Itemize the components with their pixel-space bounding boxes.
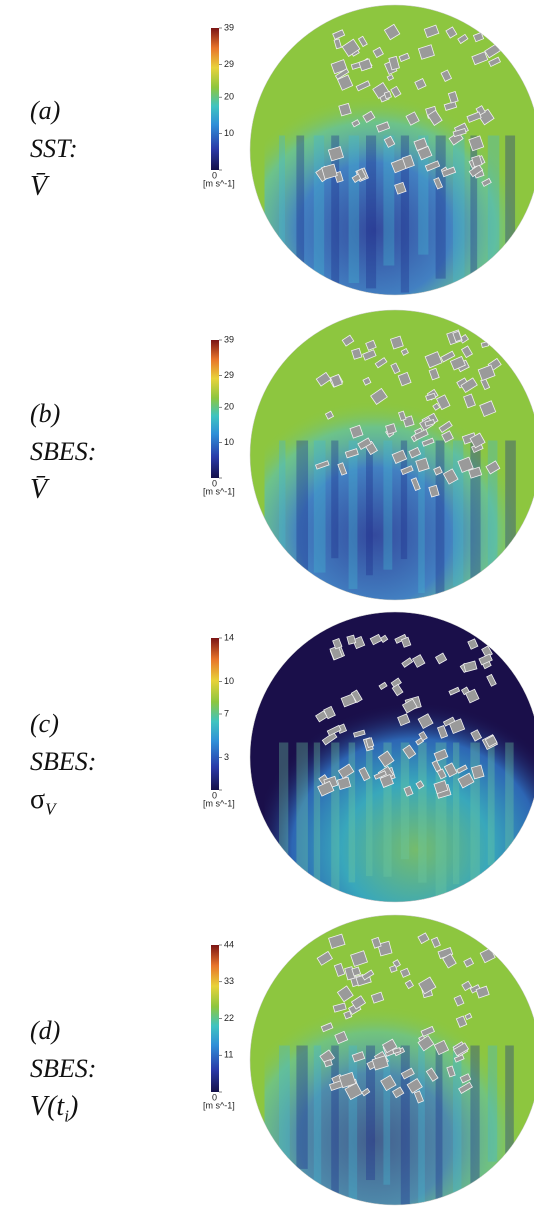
quantity: V̄ — [30, 471, 96, 509]
colorbar-tick-label: 22 — [224, 1013, 234, 1023]
wake-streak — [383, 136, 394, 266]
quantity: σV — [30, 781, 96, 829]
panel-label: (b)SBES:V̄ — [30, 395, 96, 509]
panel-id: (a) — [30, 92, 78, 130]
colorbar-tick-label: 3 — [224, 752, 229, 762]
building — [339, 103, 351, 116]
quantity: V(ti) — [30, 1088, 96, 1136]
flow-field — [250, 310, 534, 622]
wake-streak — [331, 1046, 339, 1196]
wake-streak — [296, 136, 304, 264]
colorbar-tick-label: 39 — [224, 334, 234, 344]
wake-streak — [436, 441, 445, 604]
colorbar-tick-label: 10 — [224, 437, 234, 447]
colorbar-tick-label: 39 — [224, 22, 234, 32]
colorbar-tick-label: 10 — [224, 676, 234, 686]
building — [347, 635, 356, 644]
colorbar-unit: [m s^-1] — [203, 486, 235, 496]
colorbar-tick-label: 29 — [224, 370, 234, 380]
wake-streak — [505, 1046, 514, 1212]
flow-field — [250, 612, 534, 924]
wake-streak — [470, 441, 480, 580]
figure: 010202939[m s^-1]010202939[m s^-1]037101… — [0, 0, 534, 1212]
colorbar — [211, 28, 219, 170]
quantity: V̄ — [30, 168, 78, 206]
colorbar-unit: [m s^-1] — [203, 1100, 235, 1110]
colorbar-unit: [m s^-1] — [203, 178, 235, 188]
colorbar — [211, 340, 219, 478]
method-name: SBES: — [30, 433, 96, 471]
wake-streak — [488, 1046, 497, 1162]
colorbar-tick-label: 29 — [224, 59, 234, 69]
colorbar-tick-label: 44 — [224, 939, 234, 949]
panel-id: (c) — [30, 705, 96, 743]
building — [488, 336, 496, 344]
colorbar-tick-label: 20 — [224, 92, 234, 102]
method-name: SST: — [30, 130, 78, 168]
wake-streak — [314, 441, 326, 573]
panel-label: (a)SST:V̄ — [30, 92, 78, 206]
colorbar-tick-label: 10 — [224, 128, 234, 138]
wake-streak — [453, 1046, 461, 1196]
wake-streak — [488, 136, 500, 292]
flow-field — [250, 915, 534, 1212]
quantity-part: ) — [69, 1091, 78, 1122]
wake-streak — [331, 743, 339, 900]
panel-label: (c)SBES:σV — [30, 705, 96, 829]
wake-streak — [279, 441, 285, 572]
wake-streak — [279, 136, 285, 305]
wake-streak — [453, 743, 459, 885]
flow-field — [250, 5, 534, 317]
wake-streak — [366, 743, 372, 877]
wake-streak — [314, 136, 324, 283]
colorbar — [211, 945, 219, 1092]
wake-streak — [314, 1046, 321, 1208]
wake-streak — [331, 441, 338, 559]
wake-streak — [505, 136, 515, 285]
wake-streak — [279, 1046, 290, 1193]
panel-id: (d) — [30, 1012, 96, 1050]
wake-streak — [383, 441, 392, 570]
wake-streak — [296, 1046, 307, 1169]
wake-streak — [453, 136, 465, 299]
colorbar-tick-label: 7 — [224, 708, 229, 718]
quantity-part: V — [45, 800, 55, 819]
wake-streak — [488, 743, 495, 866]
wake-streak — [436, 1046, 443, 1212]
colorbar-tick-label: 33 — [224, 976, 234, 986]
colorbar-unit: [m s^-1] — [203, 798, 235, 808]
wake-streak — [418, 743, 426, 883]
wake-streak — [470, 1046, 479, 1189]
wake-streak — [436, 136, 446, 279]
wake-streak — [366, 136, 376, 289]
quantity-part: V̄ — [30, 474, 47, 505]
wake-streak — [505, 743, 513, 862]
wake-streak — [505, 441, 516, 613]
wake-streak — [366, 441, 373, 576]
method-name: SBES: — [30, 743, 96, 781]
wake-streak — [314, 743, 320, 903]
wake-streak — [401, 743, 409, 860]
panel-id: (b) — [30, 395, 96, 433]
wake-streak — [349, 1046, 358, 1201]
panel-label: (d)SBES:V(ti) — [30, 1012, 96, 1136]
quantity-part: V̄ — [30, 171, 47, 202]
wake-streak — [296, 743, 307, 912]
quantity-part: V(t — [30, 1091, 64, 1122]
method-name: SBES: — [30, 1050, 96, 1088]
quantity-part: σ — [30, 784, 45, 815]
colorbar — [211, 638, 219, 790]
colorbar-tick-label: 20 — [224, 402, 234, 412]
wake-streak — [349, 136, 360, 283]
wake-streak — [418, 1046, 425, 1210]
colorbar-tick-label: 14 — [224, 632, 234, 642]
wake-streak — [279, 743, 288, 909]
wake-streak — [349, 743, 356, 883]
colorbar-tick-label: 11 — [224, 1050, 233, 1060]
wake-streak — [296, 441, 308, 607]
wake-streak — [349, 441, 358, 589]
